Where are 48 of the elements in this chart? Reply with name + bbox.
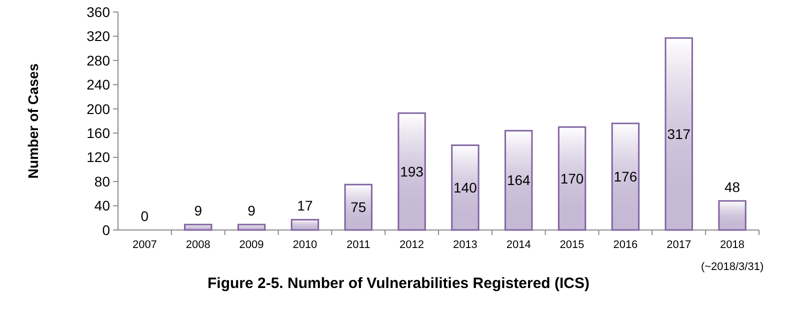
x-tick-label: 2008 — [186, 239, 210, 251]
y-tick-label: 320 — [86, 28, 110, 44]
y-tick-label: 160 — [86, 125, 110, 142]
bar — [398, 112, 426, 231]
y-tick-label: 240 — [86, 76, 110, 93]
data-label: 17 — [297, 198, 313, 214]
x-tick-label: 2009 — [239, 239, 264, 251]
data-label: 48 — [724, 178, 740, 195]
bar — [451, 144, 480, 231]
bar — [611, 122, 640, 231]
bar — [237, 224, 266, 231]
y-tick-label: 120 — [86, 149, 110, 166]
data-label: 140 — [454, 180, 478, 196]
x-tick-label: 2007 — [132, 239, 157, 251]
y-tick-label: 0 — [102, 222, 110, 238]
y-tick-label: 40 — [94, 198, 110, 214]
bar — [184, 224, 212, 231]
data-label: 170 — [560, 170, 584, 186]
data-label: 317 — [667, 126, 691, 142]
y-tick-label: 200 — [86, 100, 110, 117]
y-tick-label: 80 — [94, 173, 110, 190]
data-label: 75 — [350, 199, 366, 216]
bar — [344, 184, 372, 231]
bar — [504, 130, 533, 231]
y-axis-title: Number of Cases — [25, 63, 41, 179]
x-tick-label: 2011 — [346, 239, 370, 251]
bar — [664, 37, 693, 231]
text: Figure 2-5. Number of Vulnerabilities Registered (ICS) — [207, 275, 590, 292]
bar — [290, 218, 320, 231]
data-label: 0 — [140, 208, 149, 224]
data-label: 193 — [400, 163, 424, 180]
bar — [718, 200, 746, 231]
data-label: 164 — [506, 172, 531, 188]
x-tick-label: 2014 — [506, 239, 531, 251]
y-tick-label: 360 — [86, 4, 110, 20]
data-label: 176 — [614, 168, 638, 185]
x-tick-label: 2017 — [666, 239, 692, 251]
x-tick-label: 2015 — [560, 239, 584, 251]
x-tick-label: 2012 — [400, 239, 424, 251]
data-label: 9 — [194, 202, 202, 218]
y-tick-label: 280 — [86, 52, 110, 68]
x-tick-label: 2018 — [720, 239, 745, 251]
x-tick-label: 2016 — [613, 239, 638, 251]
x-tick-label: 2013 — [452, 239, 478, 251]
x-tick-label: 2010 — [292, 239, 318, 251]
text: (~2018/3/31) — [700, 261, 764, 273]
data-label: 9 — [248, 202, 256, 218]
bar — [558, 126, 586, 231]
